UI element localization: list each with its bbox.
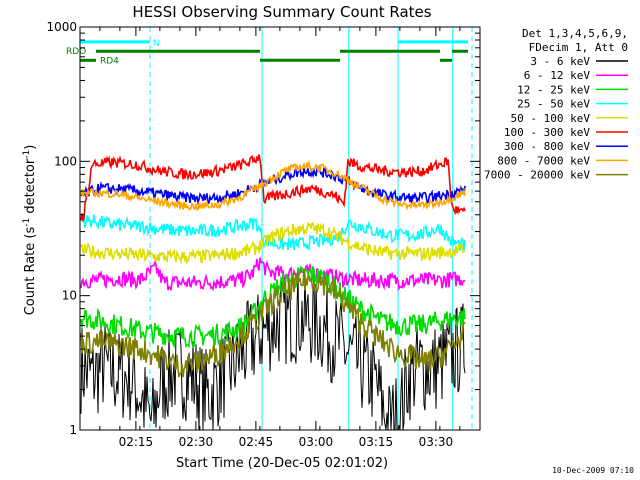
y-axis-label-sup2: -1 xyxy=(22,150,32,159)
y-axis-label-mid: detector xyxy=(23,158,38,218)
legend-label-0: 3 - 6 keV xyxy=(530,55,590,68)
x-tick-label-2: 02:45 xyxy=(239,435,274,449)
series-line-7 xyxy=(80,159,466,211)
generated-timestamp: 10-Dec-2009 07:10 xyxy=(552,466,634,475)
y-tick-label-2: 100 xyxy=(54,154,77,168)
legend-label-2: 12 - 25 keV xyxy=(517,83,590,96)
legend-header-0: Det 1,3,4,5,6,9, xyxy=(522,27,628,40)
legend-label-1: 6 - 12 keV xyxy=(524,69,591,82)
x-axis-label: Start Time (20-Dec-05 02:01:02) xyxy=(176,456,388,471)
status-label-rdo: RDO xyxy=(66,47,86,57)
legend: Det 1,3,4,5,6,9,FDecim 1, Att 03 - 6 keV… xyxy=(484,27,628,182)
y-tick-label-3: 1000 xyxy=(46,20,77,34)
x-tick-label-0: 02:15 xyxy=(119,435,154,449)
y-tick-label-1: 10 xyxy=(62,289,77,303)
series-line-3 xyxy=(80,214,466,251)
legend-label-8: 7000 - 20000 keV xyxy=(484,169,590,182)
series-line-0 xyxy=(80,272,466,431)
x-tick-label-1: 02:30 xyxy=(179,435,214,449)
series-line-8 xyxy=(80,268,466,378)
x-tick-label-3: 03:00 xyxy=(299,435,334,449)
legend-label-6: 300 - 800 keV xyxy=(504,140,590,153)
x-tick-label-5: 03:30 xyxy=(419,435,454,449)
y-tick-label-0: 1 xyxy=(69,423,77,437)
series-line-5 xyxy=(80,154,466,223)
status-label-n: N xyxy=(153,39,160,49)
series-line-2 xyxy=(80,265,466,349)
y-axis-label-part: Count Rate (s xyxy=(23,227,38,316)
status-label-rd4: RD4 xyxy=(100,56,119,66)
legend-label-4: 50 - 100 keV xyxy=(511,112,591,125)
plot-area: N RDO RD4 1 10 100 1000 02:15 02:30 02:45 03:00 03:… xyxy=(46,20,481,449)
series-line-1 xyxy=(80,257,466,292)
y-axis-label-sup1: -1 xyxy=(22,218,32,227)
chart-title: HESSI Observing Summary Count Rates xyxy=(132,3,431,21)
legend-label-3: 25 - 50 keV xyxy=(517,98,590,111)
x-tick-label-4: 03:15 xyxy=(359,435,394,449)
series-line-4 xyxy=(80,221,466,265)
legend-header-1: FDecim 1, Att 0 xyxy=(529,41,628,54)
legend-label-5: 100 - 300 keV xyxy=(504,126,590,139)
y-axis-label-end: ) xyxy=(23,145,38,150)
y-axis-label: Count Rate (s-1 detector-1) xyxy=(22,145,38,316)
legend-label-7: 800 - 7000 keV xyxy=(497,154,590,167)
